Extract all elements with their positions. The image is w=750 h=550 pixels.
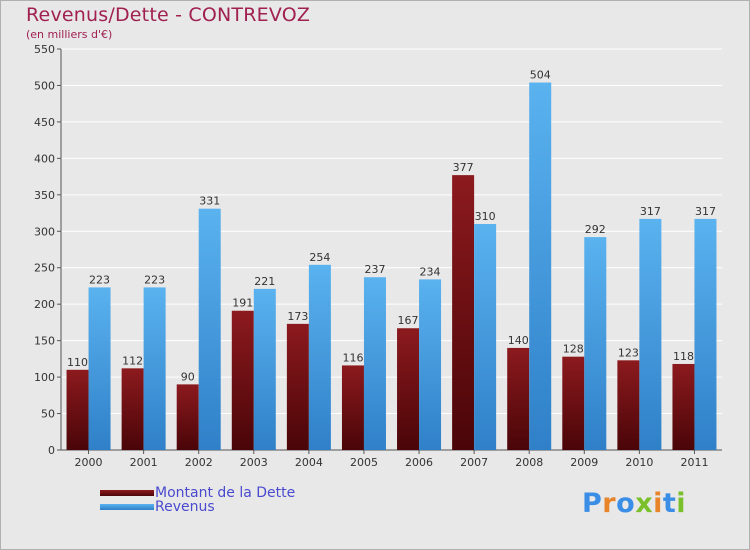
x-tick-label: 2008 [515, 456, 543, 469]
bar-revenus [308, 264, 331, 450]
logo-letter: i [653, 488, 663, 519]
data-label-revenus: 331 [199, 195, 220, 208]
data-label-dette: 90 [181, 370, 195, 383]
chart-title: Revenus/Dette - CONTREVOZ [26, 4, 311, 26]
logo-letter: o [616, 488, 636, 519]
y-tick-label: 250 [34, 262, 55, 275]
data-label-revenus: 317 [695, 205, 716, 218]
bar-dette [66, 369, 89, 450]
data-label-dette: 191 [232, 297, 253, 310]
proxiti-logo: Proxiti [582, 488, 686, 519]
bar-revenus [529, 82, 552, 451]
y-tick-label: 550 [34, 43, 55, 56]
x-tick-label: 2000 [75, 456, 103, 469]
bar-revenus [363, 277, 386, 450]
x-tick-label: 2010 [625, 456, 653, 469]
data-label-revenus: 223 [89, 273, 110, 286]
data-label-revenus: 254 [309, 251, 330, 264]
logo-letter: r [602, 488, 617, 519]
y-tick-label: 200 [34, 298, 55, 311]
bar-revenus [639, 218, 662, 450]
bar-dette [121, 368, 144, 450]
data-label-revenus: 223 [144, 273, 165, 286]
data-label-dette: 123 [618, 346, 639, 359]
legend-swatch-debt [100, 490, 154, 496]
x-tick-label: 2007 [460, 456, 488, 469]
y-tick-label: 350 [34, 189, 55, 202]
data-label-revenus: 504 [530, 69, 551, 82]
bar-revenus [694, 218, 717, 450]
y-tick-label: 0 [48, 444, 55, 457]
plot-area [61, 49, 722, 450]
grid-lines [61, 48, 722, 451]
y-tick-label: 500 [34, 79, 55, 92]
logo-letter: i [676, 488, 687, 519]
bar-dette [562, 356, 585, 450]
y-tick-label: 100 [34, 371, 55, 384]
x-tick-label: 2002 [185, 456, 213, 469]
x-tick-label: 2001 [130, 456, 158, 469]
bar-dette [397, 328, 420, 450]
data-label-revenus: 237 [364, 263, 385, 276]
bar-revenus [198, 208, 221, 450]
bar-dette [452, 175, 475, 450]
y-tick-label: 450 [34, 116, 55, 129]
bar-revenus [474, 223, 497, 450]
bar-revenus [419, 279, 442, 450]
bar-dette [672, 363, 695, 450]
data-label-revenus: 317 [640, 205, 661, 218]
y-tick-label: 400 [34, 152, 55, 165]
data-label-dette: 118 [673, 350, 694, 363]
bars [66, 82, 717, 451]
data-label-dette: 167 [398, 314, 419, 327]
x-tick-label: 2009 [570, 456, 598, 469]
x-tick-label: 2004 [295, 456, 323, 469]
data-label-dette: 116 [342, 351, 363, 364]
bar-dette [507, 347, 530, 450]
legend-label-revenus: Revenus [155, 499, 215, 515]
data-label-revenus: 292 [585, 223, 606, 236]
x-tick-label: 2003 [240, 456, 268, 469]
bar-revenus [143, 287, 166, 450]
data-label-revenus: 310 [475, 210, 496, 223]
data-label-dette: 173 [287, 310, 308, 323]
bar-revenus [88, 287, 111, 450]
data-label-dette: 112 [122, 354, 143, 367]
x-tick-label: 2005 [350, 456, 378, 469]
axes: 0 50 100 150 200 250 300 350 400 450 500 550 2000 200… [34, 43, 722, 469]
logo-letter: t [662, 488, 677, 519]
x-tick-label: 2006 [405, 456, 433, 469]
data-label-dette: 377 [453, 161, 474, 174]
legend-swatch-revenus [100, 504, 154, 510]
data-label-revenus: 221 [254, 275, 275, 288]
data-label-dette: 110 [67, 356, 88, 369]
chart-subtitle: (en milliers d'€) [26, 28, 113, 41]
y-tick-label: 300 [34, 225, 55, 238]
logo-letter: P [582, 488, 603, 519]
bar-dette [617, 360, 640, 450]
y-tick-label: 150 [34, 335, 55, 348]
data-label-dette: 128 [563, 343, 584, 356]
bar-revenus [584, 237, 607, 450]
bar-dette [231, 310, 254, 450]
bar-dette [286, 323, 309, 450]
x-tick-label: 2011 [680, 456, 708, 469]
bar-dette [176, 384, 199, 450]
legend-label-debt: Montant de la Dette [155, 485, 296, 501]
bar-dette [341, 365, 364, 450]
y-tick-label: 50 [41, 408, 55, 421]
bar-revenus [253, 288, 276, 450]
data-label-revenus: 234 [420, 265, 441, 278]
data-label-dette: 140 [508, 334, 529, 347]
logo-letter: x [635, 488, 654, 519]
